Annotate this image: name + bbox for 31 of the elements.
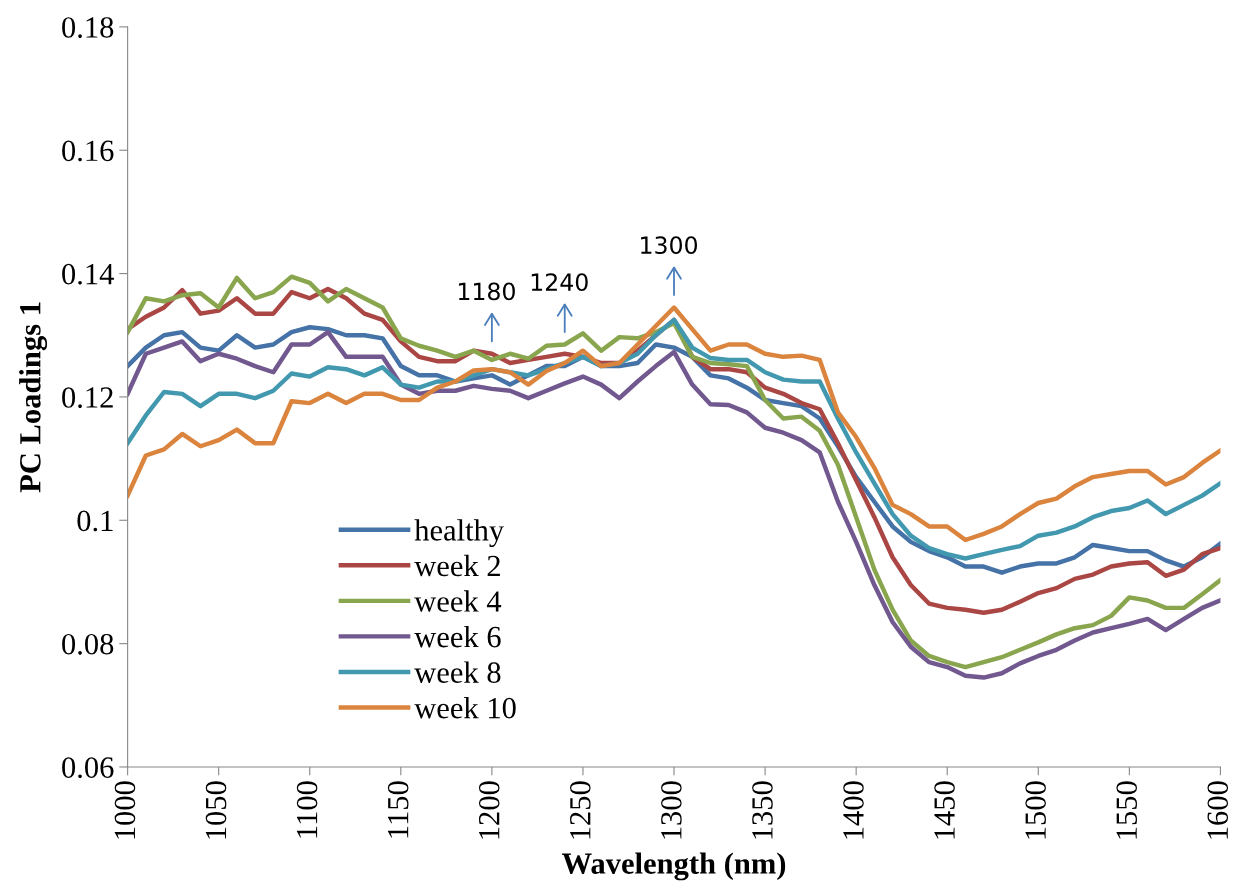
x-axis-title: Wavelength (nm) — [561, 852, 786, 881]
x-tick-label: 1350 — [752, 781, 773, 839]
legend-label: week 8 — [414, 661, 501, 683]
annotation: 1240 — [531, 273, 588, 292]
x-tick-label: 1000 — [114, 781, 136, 839]
legend-label: week 4 — [414, 590, 502, 612]
y-tick-label: 0.08 — [62, 633, 114, 655]
x-tick-label: 1450 — [934, 781, 955, 839]
annotation: 1180 — [458, 282, 515, 301]
x-tick-label: 1100 — [296, 781, 318, 838]
x-tick-label: 1400 — [843, 781, 864, 839]
x-tick-label: 1200 — [478, 781, 500, 839]
y-tick-label: 0.16 — [62, 140, 114, 162]
x-tick-label: 1150 — [387, 781, 409, 838]
y-tick-label: 0.12 — [62, 387, 113, 408]
x-tick-label: 1250 — [569, 781, 591, 839]
x-tick-label: 1050 — [205, 781, 227, 839]
legend-label: healthy — [414, 519, 505, 547]
x-tick-label: 1500 — [1025, 781, 1046, 839]
y-tick-label: 0.1 — [77, 510, 113, 532]
y-tick-label: 0.18 — [62, 17, 114, 38]
x-tick-label: 1300 — [661, 781, 682, 839]
y-tick-label: 0.06 — [62, 757, 114, 779]
x-tick-label: 1550 — [1116, 781, 1137, 839]
y-tick-label: 0.14 — [62, 263, 114, 285]
legend-label: week 2 — [414, 554, 500, 577]
legend-label: week 10 — [414, 696, 516, 719]
x-tick-label: 1600 — [1207, 781, 1229, 839]
y-axis-title: PC Loadings 1 — [19, 302, 48, 493]
annotation: 1300 — [641, 236, 698, 255]
legend-label: week 6 — [414, 625, 501, 648]
